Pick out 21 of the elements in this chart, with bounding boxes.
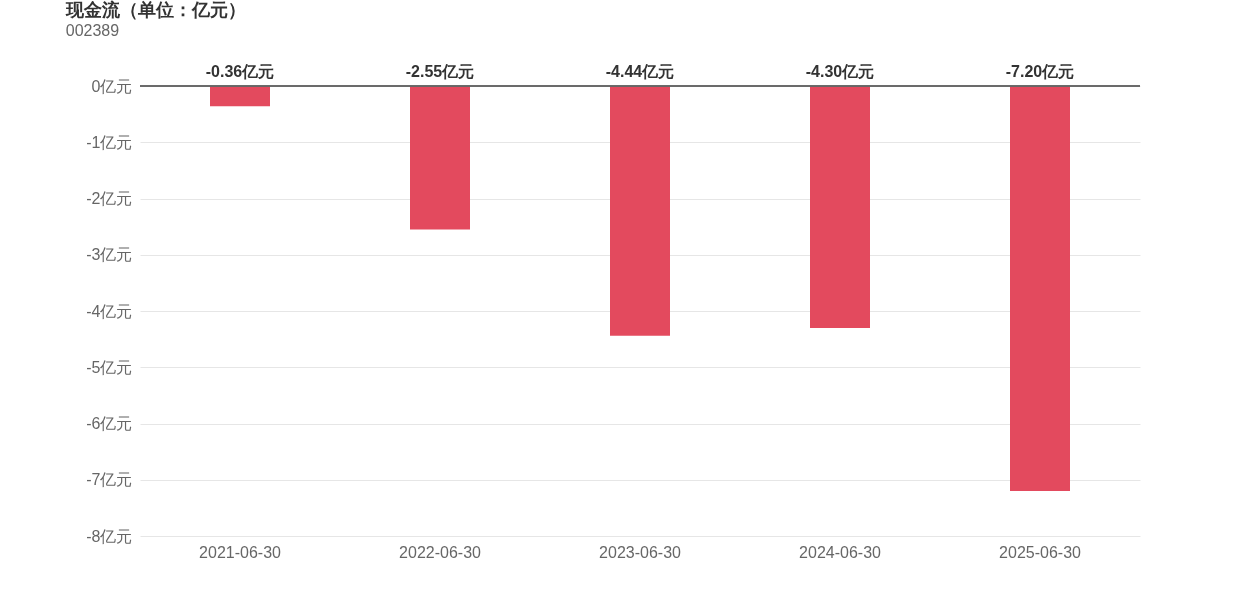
- data-label: -0.36亿元: [205, 63, 275, 80]
- chart-subtitle: 002389: [65, 22, 120, 39]
- y-tick-label: 0亿元: [91, 77, 133, 95]
- y-tick-label: -4亿元: [86, 302, 133, 320]
- data-label: -2.55亿元: [405, 63, 475, 80]
- y-tick-label: -5亿元: [86, 358, 133, 376]
- data-label: -7.20亿元: [1005, 63, 1075, 80]
- y-tick-label: -2亿元: [86, 190, 133, 207]
- y-tick-label: -7亿元: [86, 471, 133, 489]
- data-label: -4.44亿元: [605, 63, 675, 80]
- y-tick-label: -1亿元: [86, 133, 133, 151]
- x-tick-label: 2025-06-30: [999, 543, 1082, 561]
- x-tick-label: 2021-06-30: [199, 543, 282, 561]
- chart-title: 现金流（单位：亿元）: [64, 0, 246, 20]
- data-label: -4.30亿元: [805, 63, 875, 80]
- x-tick-label: 2024-06-30: [799, 543, 882, 561]
- y-tick-label: -8亿元: [86, 527, 133, 545]
- y-tick-label: -6亿元: [86, 415, 133, 432]
- x-tick-label: 2023-06-30: [599, 543, 682, 561]
- y-tick-label: -3亿元: [86, 246, 133, 264]
- x-tick-label: 2022-06-30: [399, 543, 482, 561]
